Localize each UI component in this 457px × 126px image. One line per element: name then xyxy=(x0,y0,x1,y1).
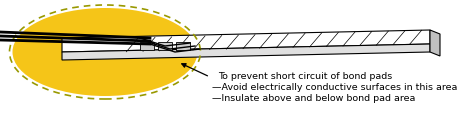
Text: To prevent short circuit of bond pads: To prevent short circuit of bond pads xyxy=(218,72,392,81)
Polygon shape xyxy=(62,44,430,60)
Polygon shape xyxy=(62,30,430,52)
Ellipse shape xyxy=(12,8,197,96)
Polygon shape xyxy=(176,42,190,50)
Polygon shape xyxy=(140,42,154,50)
Polygon shape xyxy=(158,42,172,50)
Text: —Insulate above and below bond pad area: —Insulate above and below bond pad area xyxy=(212,94,415,103)
Text: —Avoid electrically conductive surfaces in this area: —Avoid electrically conductive surfaces … xyxy=(212,83,457,92)
Polygon shape xyxy=(430,30,440,56)
